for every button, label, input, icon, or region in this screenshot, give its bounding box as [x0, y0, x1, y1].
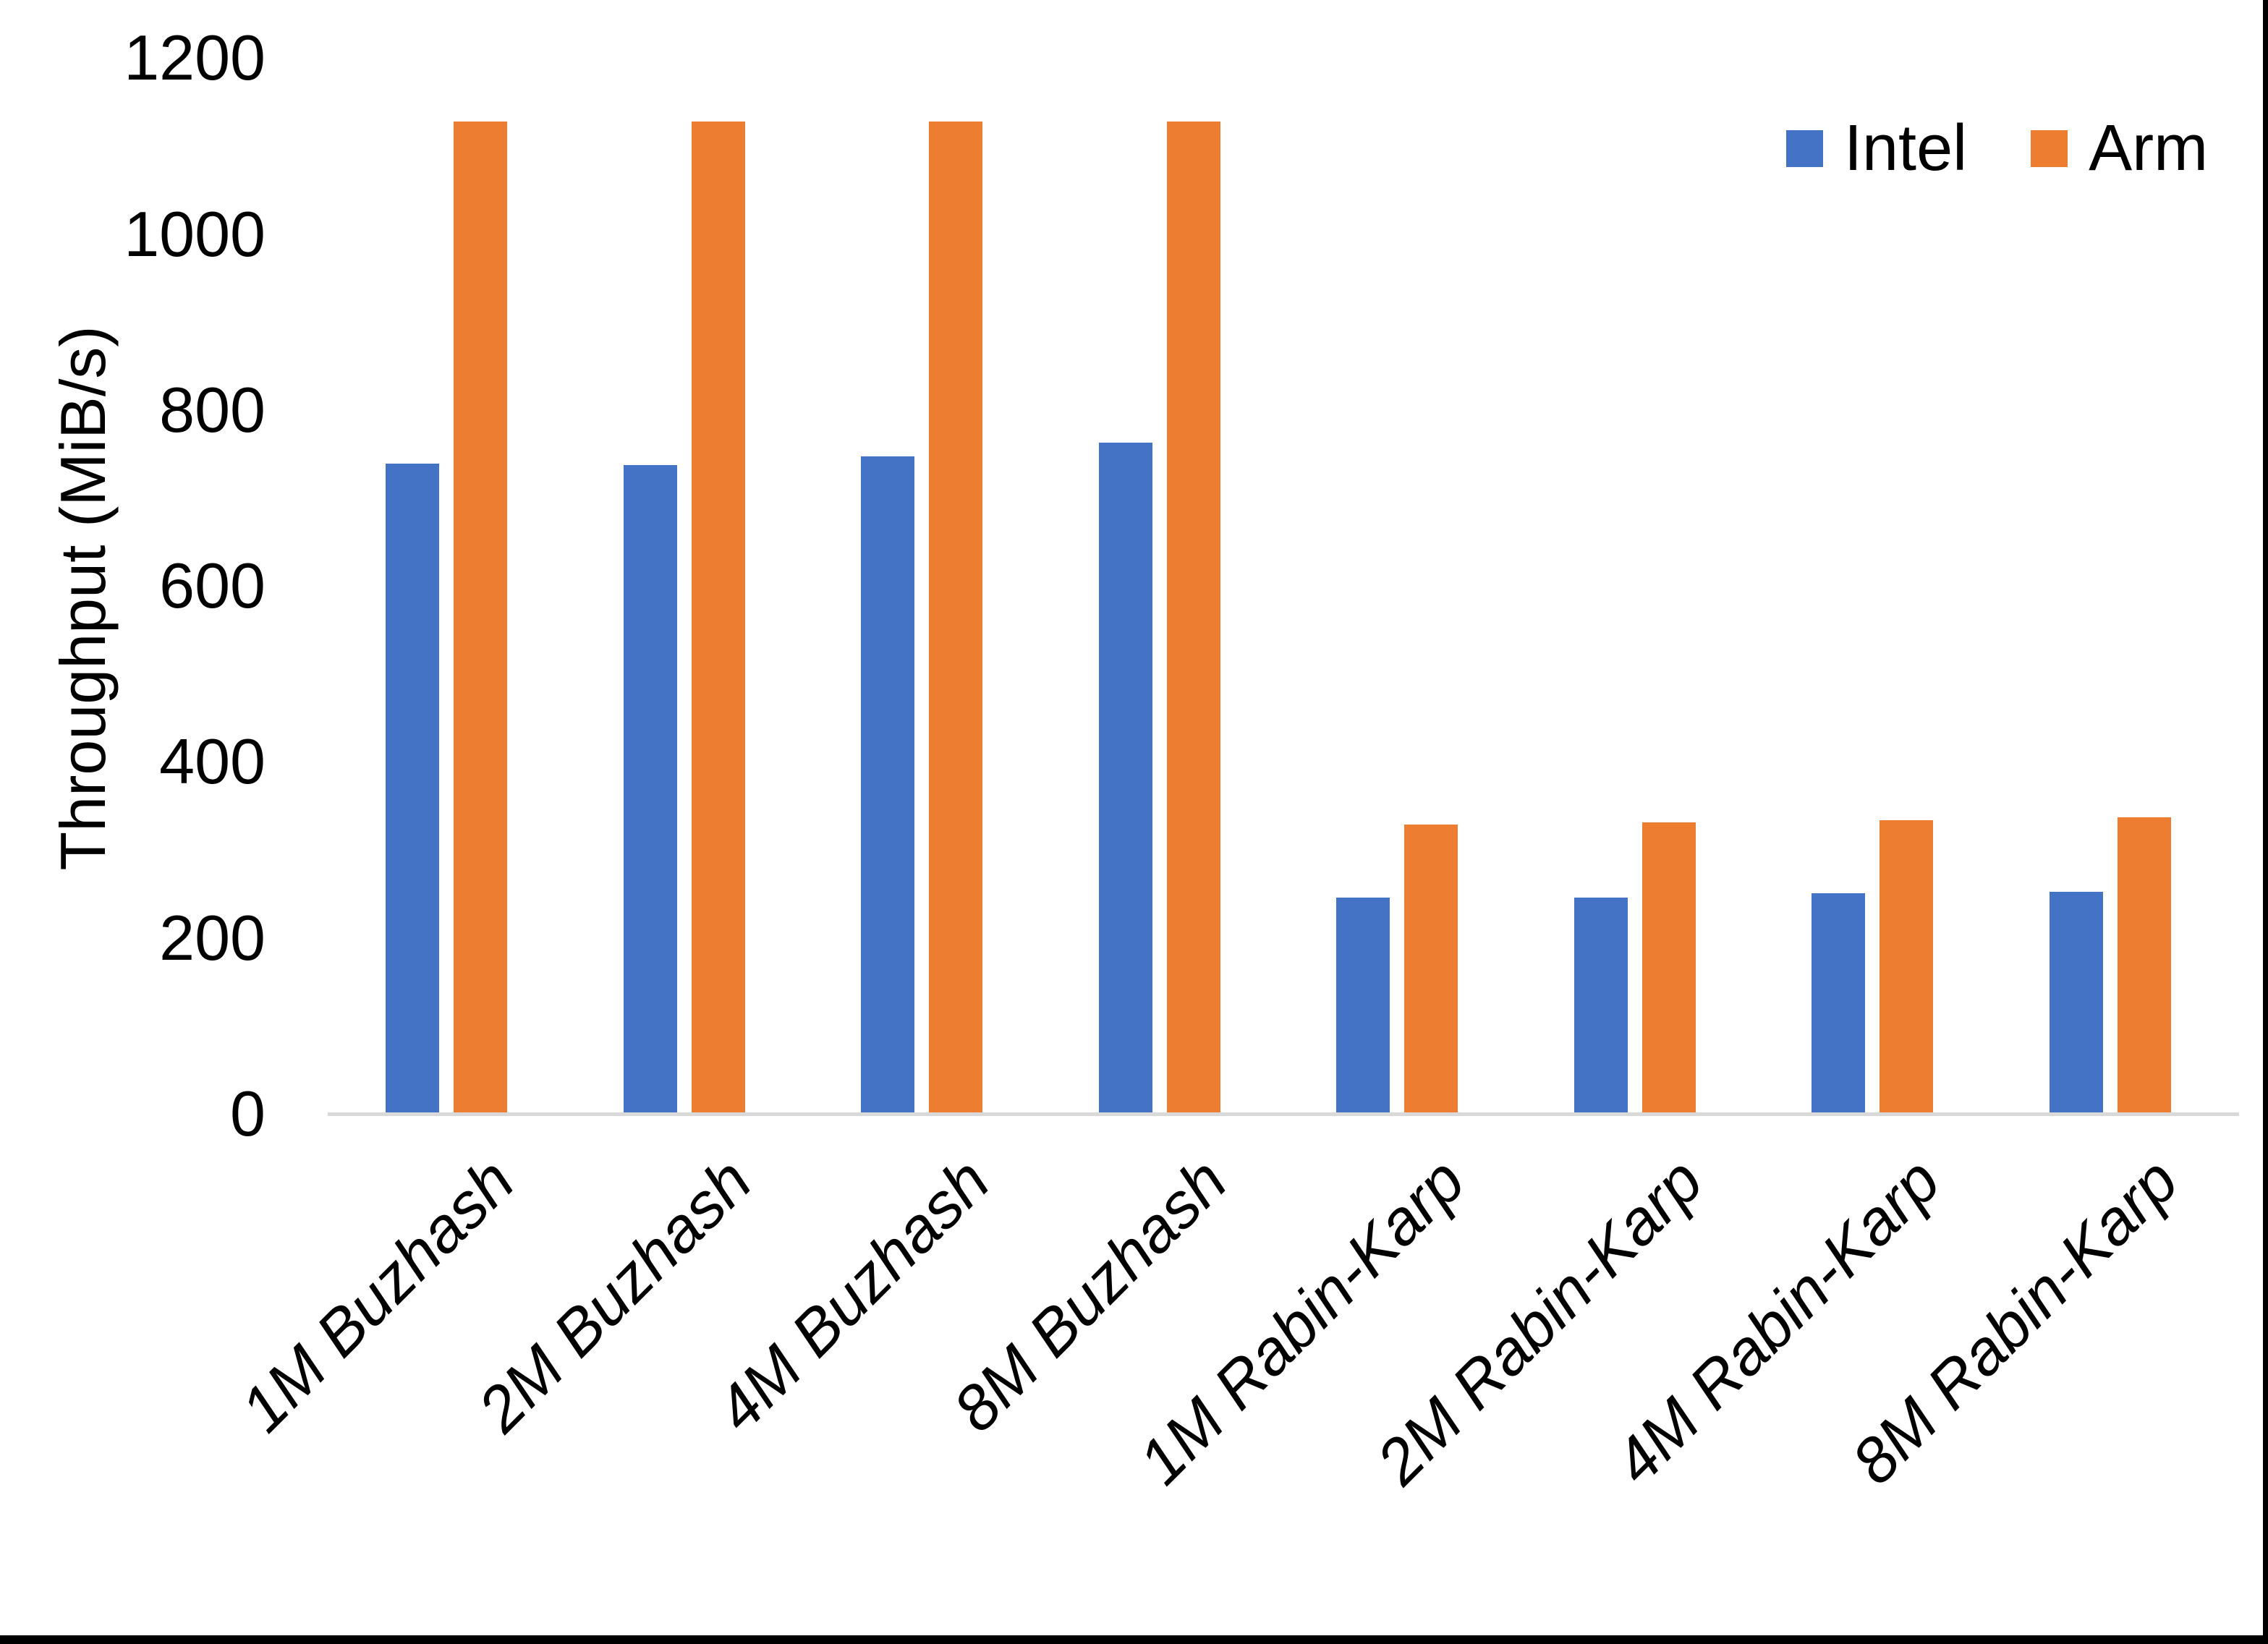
y-axis-title: Throughput (MiB/s) [47, 325, 119, 871]
legend-swatch-intel [1786, 129, 1823, 167]
y-tick-label: 400 [159, 725, 266, 798]
x-axis-line [328, 1112, 2239, 1116]
page-edge-bottom [0, 1635, 2268, 1644]
bar-arm-5 [1404, 824, 1458, 1114]
legend-label-arm: Arm [2089, 112, 2209, 184]
bar-intel-1 [386, 464, 439, 1114]
bar-intel-2 [623, 465, 677, 1114]
y-tick-label: 1000 [124, 197, 266, 270]
y-tick-label: 800 [159, 373, 266, 446]
bar-intel-6 [1573, 897, 1628, 1114]
bar-arm-7 [1880, 819, 1933, 1114]
legend: Intel Arm [1786, 116, 2208, 181]
y-tick-label: 600 [159, 550, 266, 622]
bar-arm-6 [1641, 822, 1696, 1114]
y-tick-label: 0 [230, 1078, 266, 1149]
legend-label-intel: Intel [1844, 112, 1968, 184]
y-tick-label: 1200 [124, 22, 266, 94]
y-tick-label: 200 [159, 901, 266, 974]
bar-arm-4 [1166, 121, 1220, 1114]
bar-arm-3 [929, 121, 982, 1114]
bar-intel-5 [1336, 897, 1390, 1114]
bar-arm-2 [691, 121, 745, 1114]
bar-intel-3 [861, 456, 914, 1114]
bar-arm-1 [454, 121, 507, 1114]
bar-intel-4 [1098, 442, 1152, 1114]
legend-swatch-arm [2031, 129, 2068, 167]
page-edge-right [2263, 0, 2268, 1644]
bar-intel-7 [1812, 893, 1865, 1114]
bar-intel-8 [2049, 892, 2103, 1114]
bar-arm-8 [2117, 817, 2171, 1114]
